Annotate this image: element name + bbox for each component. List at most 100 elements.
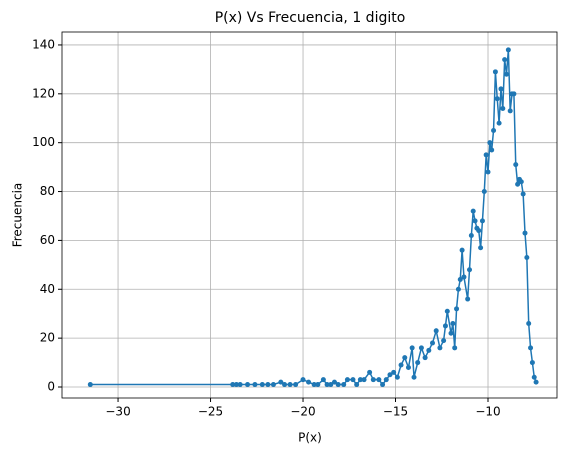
data-point [315, 382, 321, 388]
data-point [357, 377, 363, 383]
data-point [496, 120, 502, 126]
data-point [265, 382, 271, 388]
data-point [483, 152, 489, 158]
data-point [409, 345, 415, 351]
data-point [344, 377, 350, 383]
data-point [531, 374, 537, 380]
y-tick-label: 120 [32, 86, 55, 100]
data-point [350, 377, 356, 383]
data-point [528, 345, 534, 351]
data-point [470, 208, 476, 214]
data-point [479, 218, 485, 224]
data-point [455, 286, 461, 292]
y-tick-label: 80 [40, 184, 55, 198]
data-point [502, 57, 508, 63]
data-point [437, 345, 443, 351]
data-point [452, 345, 458, 351]
chart-title: P(x) Vs Frecuencia, 1 digito [215, 10, 406, 26]
data-point [504, 71, 510, 77]
data-point [500, 105, 506, 111]
data-point [522, 230, 528, 236]
data-point [426, 347, 432, 353]
data-point [398, 362, 404, 368]
data-point [505, 47, 511, 53]
data-point [287, 382, 293, 388]
data-point [526, 320, 532, 326]
x-tick-label: −25 [198, 405, 223, 419]
data-point [468, 233, 474, 239]
data-point [476, 228, 482, 234]
data-point [454, 306, 460, 312]
data-point [405, 364, 411, 370]
y-tick-label: 60 [40, 233, 55, 247]
data-point [411, 374, 417, 380]
data-point [513, 162, 519, 168]
data-point [402, 355, 408, 361]
data-point [515, 181, 521, 187]
data-point [282, 382, 288, 388]
data-point [444, 308, 450, 314]
data-point [418, 345, 424, 351]
data-point [442, 323, 448, 329]
data-point [491, 127, 497, 133]
data-point [367, 369, 373, 375]
data-point [492, 69, 498, 75]
data-point [311, 382, 317, 388]
x-tick-label: −20 [290, 405, 315, 419]
data-point [361, 377, 367, 383]
data-point [487, 140, 493, 146]
data-point [507, 108, 513, 114]
data-point [252, 382, 258, 388]
data-point [524, 255, 530, 261]
data-point [383, 377, 389, 383]
data-point [498, 86, 504, 92]
x-tick-label: −10 [475, 405, 500, 419]
data-point [478, 245, 484, 251]
data-point [415, 360, 421, 366]
data-point [394, 374, 400, 380]
y-axis-label: Frecuencia [11, 183, 25, 248]
data-point [461, 274, 467, 280]
data-point [306, 379, 312, 385]
data-point [430, 340, 436, 346]
data-point [472, 218, 478, 224]
y-tick-label: 140 [32, 37, 55, 51]
data-point [270, 382, 276, 388]
data-point [387, 372, 393, 378]
data-point [237, 382, 243, 388]
data-line [90, 49, 537, 386]
data-point [465, 296, 471, 302]
data-point [391, 369, 397, 375]
data-point [433, 328, 439, 334]
data-point [87, 382, 93, 388]
data-point [489, 147, 495, 153]
data-point [494, 96, 500, 102]
data-point [459, 247, 465, 253]
data-point [518, 179, 524, 185]
data-point [380, 382, 386, 388]
y-tick-label: 100 [32, 135, 55, 149]
data-point [341, 382, 347, 388]
data-point [245, 382, 251, 388]
plot-frame [61, 31, 558, 399]
data-point [278, 379, 284, 385]
data-point [529, 360, 535, 366]
data-point [441, 338, 447, 344]
data-point [533, 379, 539, 385]
data-point [485, 169, 491, 175]
data-point [422, 355, 428, 361]
data-point [293, 382, 299, 388]
y-tick-label: 20 [40, 331, 55, 345]
data-point [450, 320, 456, 326]
y-tick-label: 40 [40, 282, 55, 296]
data-point [448, 330, 454, 336]
data-point [233, 382, 239, 388]
data-point [457, 277, 463, 283]
data-point [300, 377, 306, 383]
data-point [320, 377, 326, 383]
data-point [511, 91, 517, 97]
data-point [335, 382, 341, 388]
data-point [259, 382, 265, 388]
data-point [354, 382, 360, 388]
